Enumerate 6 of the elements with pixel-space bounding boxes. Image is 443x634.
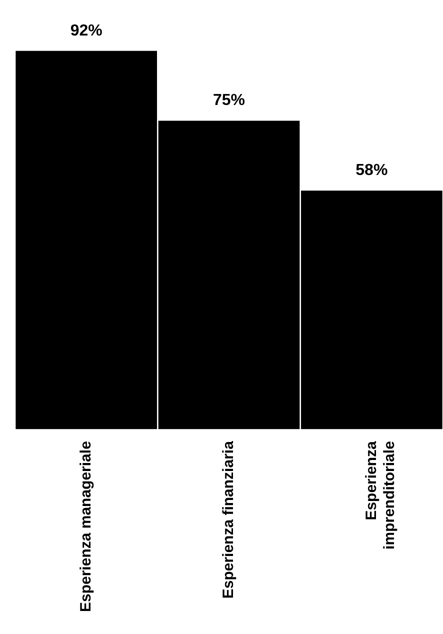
data-label: 92% [70,22,102,40]
data-label: 58% [356,162,388,180]
x-tick-label: Esperienza manageriale [77,441,94,612]
x-tick-label: Esperienza finanziaria [220,440,238,599]
data-label: 75% [212,92,246,110]
x-tick-label: Esperienza imprenditoriale [362,440,398,550]
